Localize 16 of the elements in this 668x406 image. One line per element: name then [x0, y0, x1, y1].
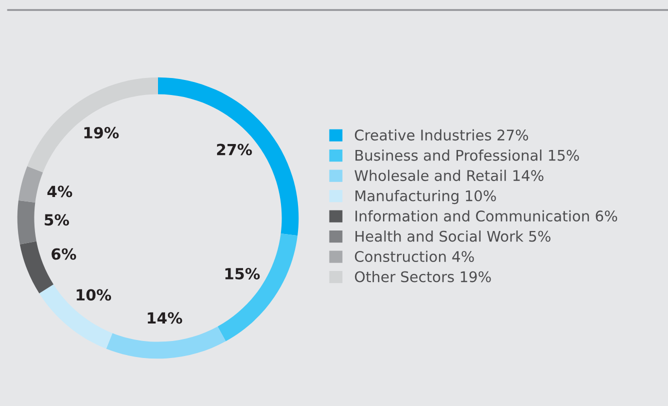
data-label: 14%	[148, 312, 182, 324]
legend-label: Creative Industries 27%	[354, 129, 528, 141]
data-label: 27%	[217, 144, 252, 156]
data-label: 5%	[44, 214, 70, 226]
legend-label: Business and Professional 15%	[356, 150, 579, 161]
data-label: 19%	[84, 126, 119, 138]
data-label: 6%	[52, 248, 76, 260]
legend-label: Manufacturing 10%	[356, 190, 496, 204]
legend-label: Other Sectors 19%	[354, 270, 491, 282]
data-label: 15%	[225, 268, 260, 280]
legend-label: Construction 4%	[354, 250, 474, 262]
data-label: 4%	[47, 186, 72, 198]
legend-label: Wholesale and Retail 14%	[354, 170, 544, 182]
legend-label: Health and Social Work 5%	[356, 230, 550, 242]
legend-label: Information and Communication 6%	[356, 210, 618, 222]
data-label: 10%	[76, 289, 112, 301]
